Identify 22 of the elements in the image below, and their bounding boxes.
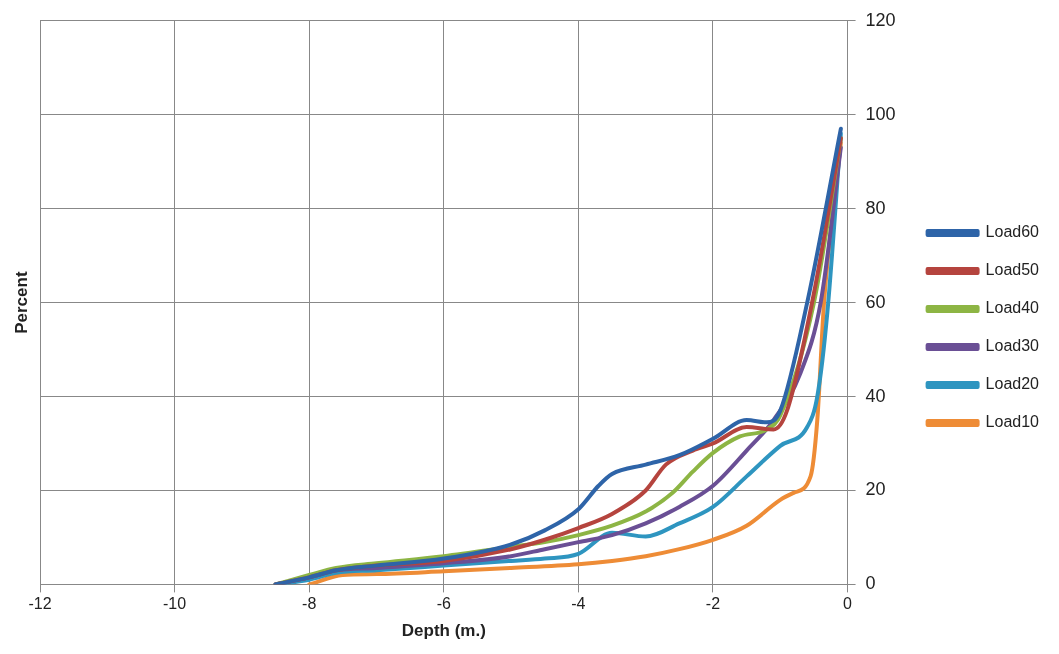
x-tick-label: -8 (302, 595, 317, 613)
y-tick-label: 120 (865, 9, 896, 30)
x-tick-label: -6 (436, 595, 451, 613)
legend-label: Load40 (985, 299, 1040, 317)
x-tick-label: -10 (163, 595, 187, 613)
legend-label: Load60 (985, 223, 1040, 241)
y-tick-label: 80 (865, 197, 886, 218)
x-tick-label: 0 (843, 595, 853, 613)
x-tick-label: -12 (28, 595, 52, 613)
x-tick-label: -2 (705, 595, 721, 613)
y-tick-label: 20 (865, 479, 886, 500)
y-axis-title: Percent (11, 271, 31, 334)
x-tick-label: -4 (571, 595, 586, 613)
y-tick-label: 60 (865, 291, 886, 312)
y-tick-label: 100 (865, 103, 896, 124)
legend-label: Load50 (985, 261, 1040, 279)
legend-label: Load10 (985, 413, 1040, 431)
y-tick-label: 40 (865, 385, 886, 406)
y-tick-label: 0 (865, 573, 876, 594)
legend-label: Load30 (985, 337, 1040, 355)
legend-label: Load20 (985, 375, 1040, 393)
x-axis-title: Depth (m.) (401, 621, 486, 641)
